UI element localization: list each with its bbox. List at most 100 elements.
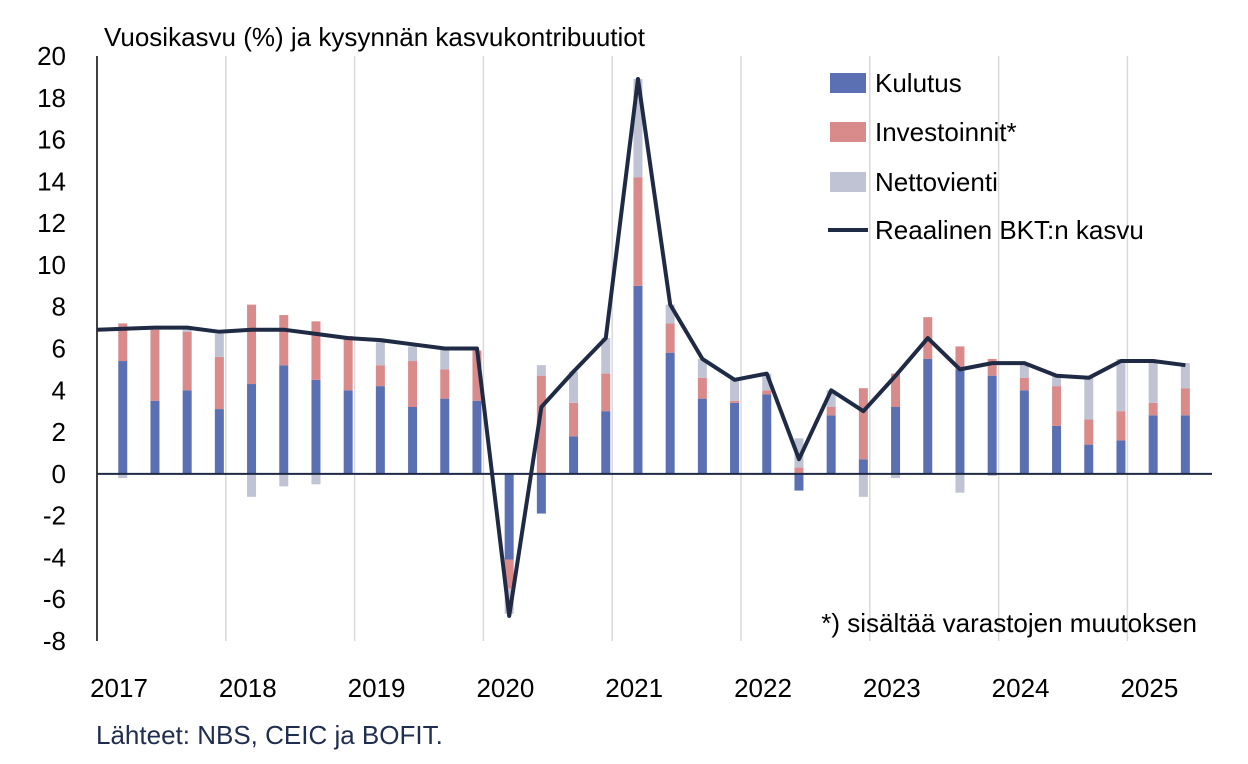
x-tick-label: 2023: [863, 673, 921, 703]
bar-segment: [794, 467, 804, 474]
bar-segment: [891, 373, 901, 407]
bar-segment: [1019, 365, 1029, 378]
legend-swatch: [830, 172, 866, 192]
y-tick-label: 10: [37, 250, 66, 280]
bar-segment: [375, 342, 385, 366]
gdp-growth-line: [96, 77, 1186, 618]
bar-segment: [730, 400, 740, 403]
bar-segment: [311, 473, 321, 485]
bar-segment: [794, 473, 804, 491]
y-tick-label: 2: [52, 417, 66, 447]
bar-segment: [504, 559, 514, 589]
bar-segment: [697, 398, 707, 474]
bar-segment: [1116, 440, 1126, 474]
legend-label: Nettovienti: [875, 167, 998, 197]
bar-segment: [730, 402, 740, 474]
bar-segment: [118, 323, 128, 362]
bar-segment: [730, 379, 740, 401]
bar-segment: [987, 375, 997, 474]
bar-segment: [794, 438, 804, 468]
bar-segment: [601, 338, 611, 374]
bar-segment: [375, 386, 385, 474]
bar-segment: [1180, 388, 1190, 416]
legend-label: Reaalinen BKT:n kasvu: [875, 215, 1144, 245]
bar-segment: [279, 365, 289, 474]
x-tick-label: 2021: [605, 673, 663, 703]
bar-segment: [440, 369, 450, 399]
bar-segment: [247, 473, 257, 497]
bar-segment: [214, 409, 224, 474]
bar-segment: [665, 352, 675, 474]
bar-segment: [697, 377, 707, 399]
bar-segment: [1019, 377, 1029, 391]
bar-segment: [569, 402, 579, 437]
y-tick-label: -8: [43, 626, 66, 656]
bar-segment: [1084, 444, 1094, 474]
bar-segment: [311, 379, 321, 474]
bar-segment: [440, 348, 450, 370]
bar-segment: [987, 358, 997, 376]
bar-segment: [118, 473, 128, 479]
bar-segment: [665, 323, 675, 353]
bar-segment: [891, 407, 901, 474]
bar-segment: [1052, 375, 1062, 387]
y-tick-label: 4: [52, 375, 66, 405]
bar-segment: [665, 304, 675, 324]
gdp-line-layer: [96, 77, 1186, 618]
y-tick-label: 20: [37, 41, 66, 71]
bar-segment: [472, 400, 482, 474]
bar-segment: [182, 329, 192, 332]
bar-segment: [1116, 411, 1126, 441]
bar-segment: [1148, 402, 1158, 416]
bar-segment: [504, 473, 514, 560]
bar-segment: [891, 473, 901, 479]
source-note: Lähteet: NBS, CEIC ja BOFIT.: [96, 720, 443, 750]
bar-segment: [1052, 386, 1062, 426]
bar-segment: [343, 390, 353, 474]
bar-segment: [762, 390, 772, 395]
bar-segment: [633, 177, 643, 286]
legend-label: Investoinnit*: [875, 117, 1017, 147]
y-tick-label: -6: [43, 584, 66, 614]
x-tick-label: 2024: [992, 673, 1050, 703]
bar-segment: [1084, 375, 1094, 420]
bar-segment: [247, 384, 257, 474]
x-tick-label: 2017: [90, 673, 148, 703]
bar-segment: [601, 373, 611, 412]
bar-segment: [150, 329, 160, 401]
bar-segment: [1116, 358, 1126, 412]
y-tick-label: 18: [37, 83, 66, 113]
bar-segment: [311, 321, 321, 380]
y-axis-ticks: -8 -6 -4 -2 0 2 4 6 8 10 12 14 16 18 20: [37, 41, 66, 656]
bars: [118, 78, 1190, 614]
bar-segment: [182, 331, 192, 391]
y-tick-label: -4: [43, 542, 66, 572]
bar-segment: [343, 335, 353, 391]
bar-segment: [633, 78, 643, 178]
bar-segment: [408, 346, 418, 362]
bar-segment: [1084, 419, 1094, 445]
bar-segment: [279, 315, 289, 366]
bar-segment: [1148, 361, 1158, 403]
bar-segment: [1148, 415, 1158, 474]
gridlines: [225, 56, 1129, 641]
bar-segment: [987, 473, 997, 476]
bar-segment: [118, 361, 128, 474]
bar-segment: [858, 473, 868, 497]
bar-segment: [601, 411, 611, 474]
bar-segment: [762, 394, 772, 474]
bar-segment: [472, 350, 482, 401]
x-tick-label: 2022: [734, 673, 792, 703]
bar-segment: [1052, 425, 1062, 474]
x-tick-label: 2018: [219, 673, 277, 703]
bar-segment: [826, 415, 836, 474]
bar-segment: [762, 373, 772, 391]
bar-segment: [440, 398, 450, 474]
bar-segment: [182, 390, 192, 474]
bar-segment: [375, 365, 385, 387]
bar-segment: [214, 333, 224, 357]
bar-segment: [1180, 415, 1190, 474]
y-tick-label: 6: [52, 334, 66, 364]
chart-note: *) sisältää varastojen muutoksen: [821, 608, 1197, 638]
